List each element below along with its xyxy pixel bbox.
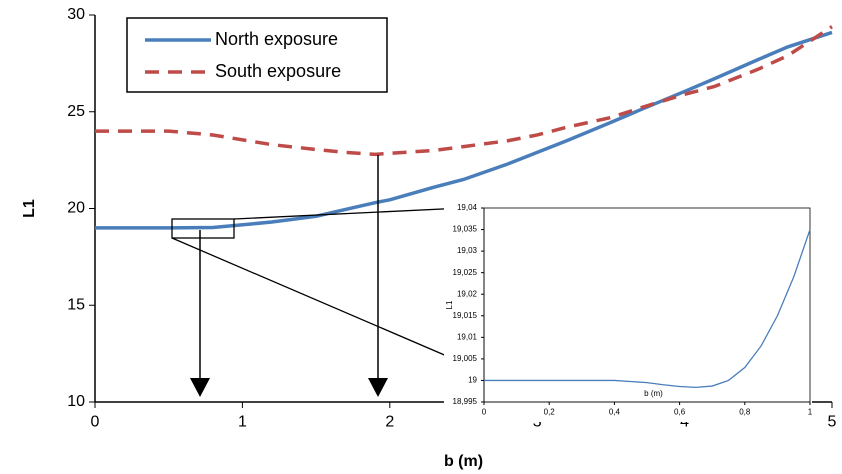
x-tick-label: 5	[828, 414, 837, 431]
arrow-head	[190, 378, 210, 397]
x-tick-label: 0,2	[544, 407, 556, 416]
x-tick-label: 0,4	[609, 407, 621, 416]
y-tick-label: 19,015	[453, 311, 478, 320]
x-tick-label: 1	[808, 407, 813, 416]
legend-label: South exposure	[215, 61, 341, 81]
y-tick-label: 19,04	[457, 203, 478, 212]
series-line	[95, 30, 833, 230]
legend-box	[126, 17, 388, 93]
x-tick-label: 0	[482, 407, 487, 416]
y-tick-label: 10	[67, 393, 85, 410]
series-line	[95, 25, 833, 157]
x-axis-label: b (m)	[444, 453, 483, 470]
y-tick-label: 15	[67, 296, 85, 313]
x-tick-label: 0,6	[674, 407, 686, 416]
y-axis-label: L1	[21, 199, 38, 218]
inset-frame	[444, 206, 812, 422]
y-tick-label: 19,025	[453, 268, 478, 277]
zoom-line	[233, 206, 485, 220]
x-tick-label: 0	[91, 414, 100, 431]
x-axis-label: b (m)	[644, 389, 663, 398]
y-tick-label: 25	[67, 103, 85, 120]
zoom-line	[171, 237, 485, 373]
y-tick-label: 19,01	[457, 332, 478, 341]
x-tick-label: 4	[680, 414, 689, 431]
series-line	[484, 229, 811, 388]
x-tick-label: 3	[533, 414, 542, 431]
y-tick-label: 19,03	[457, 246, 478, 255]
x-tick-label: 1	[238, 414, 247, 431]
y-tick-label: 19,005	[453, 354, 478, 363]
y-axis-label: L1	[445, 300, 454, 309]
y-tick-label: 19,035	[453, 225, 478, 234]
y-tick-label: 19,02	[457, 289, 478, 298]
y-tick-label: 20	[67, 200, 85, 217]
y-tick-label: 30	[67, 6, 85, 23]
zoom-box	[171, 218, 235, 239]
arrow-head	[368, 378, 388, 397]
y-tick-label: 19	[468, 376, 477, 385]
legend-label: North exposure	[215, 29, 338, 49]
y-tick-label: 18,995	[453, 397, 478, 406]
x-tick-label: 2	[385, 414, 394, 431]
x-tick-label: 0,8	[739, 407, 751, 416]
